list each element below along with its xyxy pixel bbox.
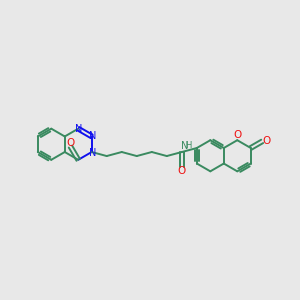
Text: O: O (263, 136, 271, 146)
Text: N: N (89, 148, 97, 158)
Text: O: O (233, 130, 242, 140)
Text: H: H (185, 141, 191, 150)
Text: N: N (89, 131, 97, 142)
Text: N: N (181, 141, 188, 151)
Text: N: N (74, 124, 82, 134)
Text: O: O (178, 166, 186, 176)
Text: O: O (66, 138, 75, 148)
